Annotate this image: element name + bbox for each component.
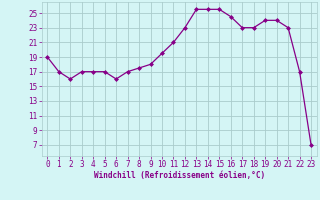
- X-axis label: Windchill (Refroidissement éolien,°C): Windchill (Refroidissement éolien,°C): [94, 171, 265, 180]
